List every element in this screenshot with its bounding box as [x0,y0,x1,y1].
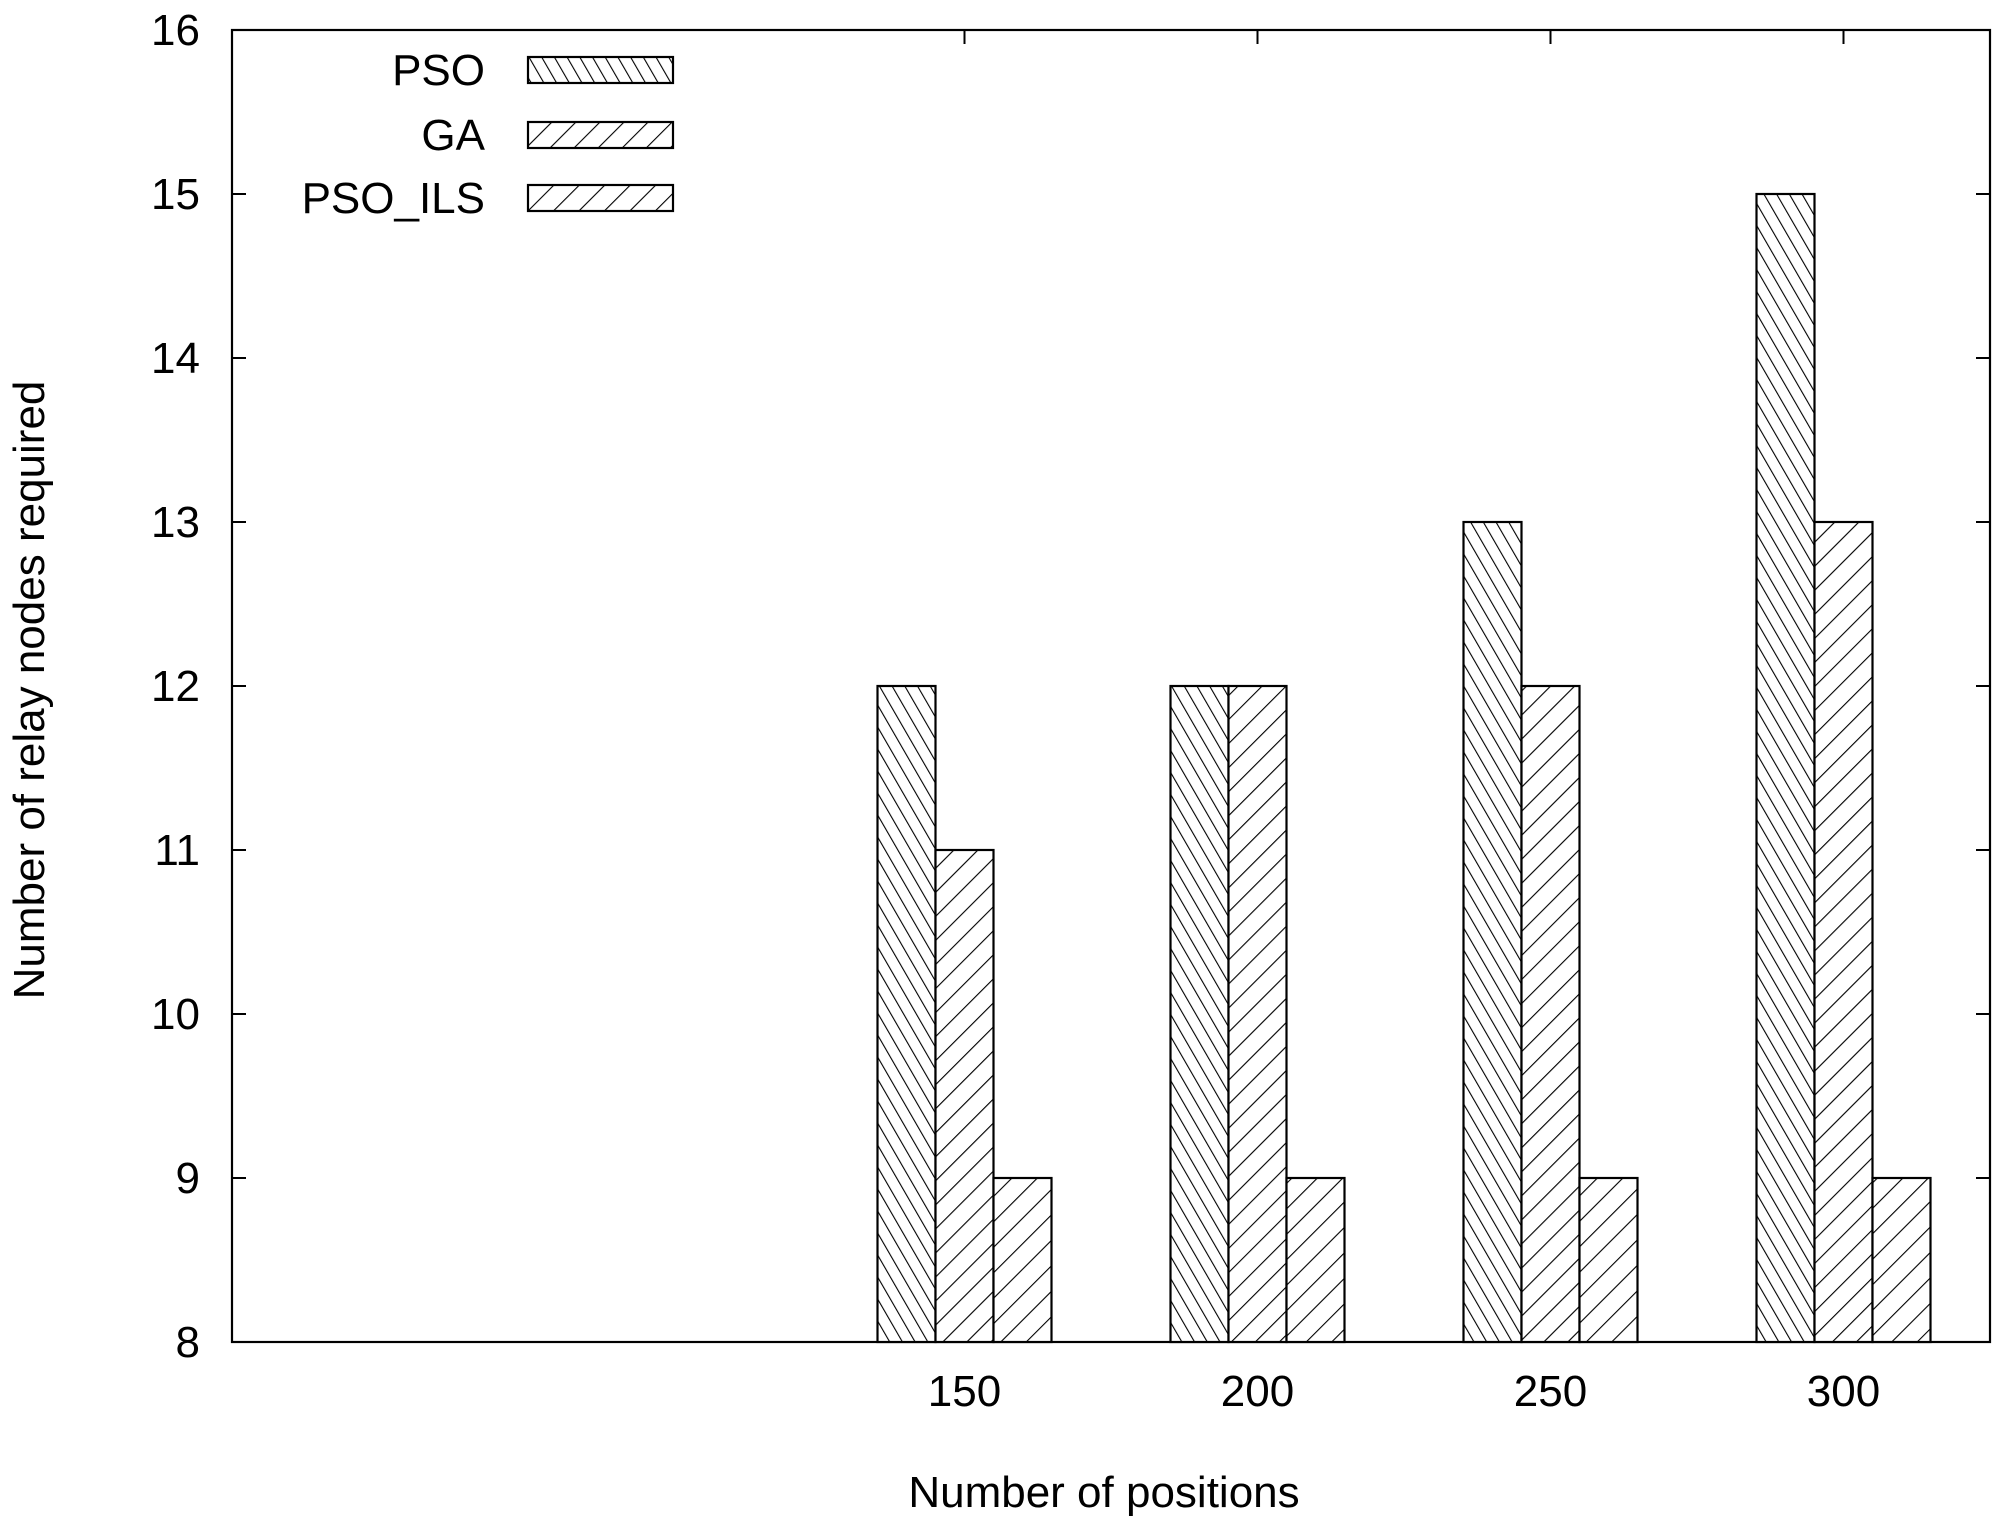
bar-pso-ils-200 [1285,1176,1346,1344]
y-tick-label: 13 [151,498,200,547]
bar-pso-150 [876,684,937,1344]
bar-ga-200 [1227,684,1288,1344]
y-tick-label: 16 [151,6,200,55]
bar-ga-300 [1813,520,1874,1344]
bar-pso-200 [1169,684,1230,1344]
plot-frame [230,28,1992,1344]
x-axis-label: Number of positions [908,1468,1299,1517]
y-tick-label: 10 [151,990,200,1039]
y-tick-label: 8 [176,1318,200,1367]
y-tick-label: 14 [151,334,200,383]
legend-label: GA [421,111,485,160]
legend-swatch [526,55,675,85]
bar-ga-250 [1520,684,1581,1344]
y-tick-label: 9 [176,1154,200,1203]
x-tick-label: 200 [1221,1367,1294,1416]
x-tick-label: 150 [928,1367,1001,1416]
legend-swatch [526,183,675,213]
plot-area: 8 9 10 11 12 13 14 15 16 150 200 250 300 PSO GA PSO_ILS [151,6,1992,1416]
y-tick-label: 12 [151,662,200,711]
x-tick-label: 250 [1514,1367,1587,1416]
y-tick-label: 11 [154,826,200,875]
bar-pso-ils-250 [1578,1176,1639,1344]
legend-swatch [526,120,675,150]
bar-pso-ils-300 [1871,1176,1932,1344]
legend-label: PSO [392,46,485,95]
bar-pso-ils-150 [992,1176,1053,1344]
y-tick-label: 15 [151,170,200,219]
legend-label: PSO_ILS [302,174,485,223]
y-axis-label: Number of relay nodes required [5,381,54,1000]
x-tick-label: 300 [1807,1367,1880,1416]
bar-pso-250 [1462,520,1523,1344]
bar-ga-150 [934,848,995,1344]
bar-pso-300 [1755,192,1816,1344]
